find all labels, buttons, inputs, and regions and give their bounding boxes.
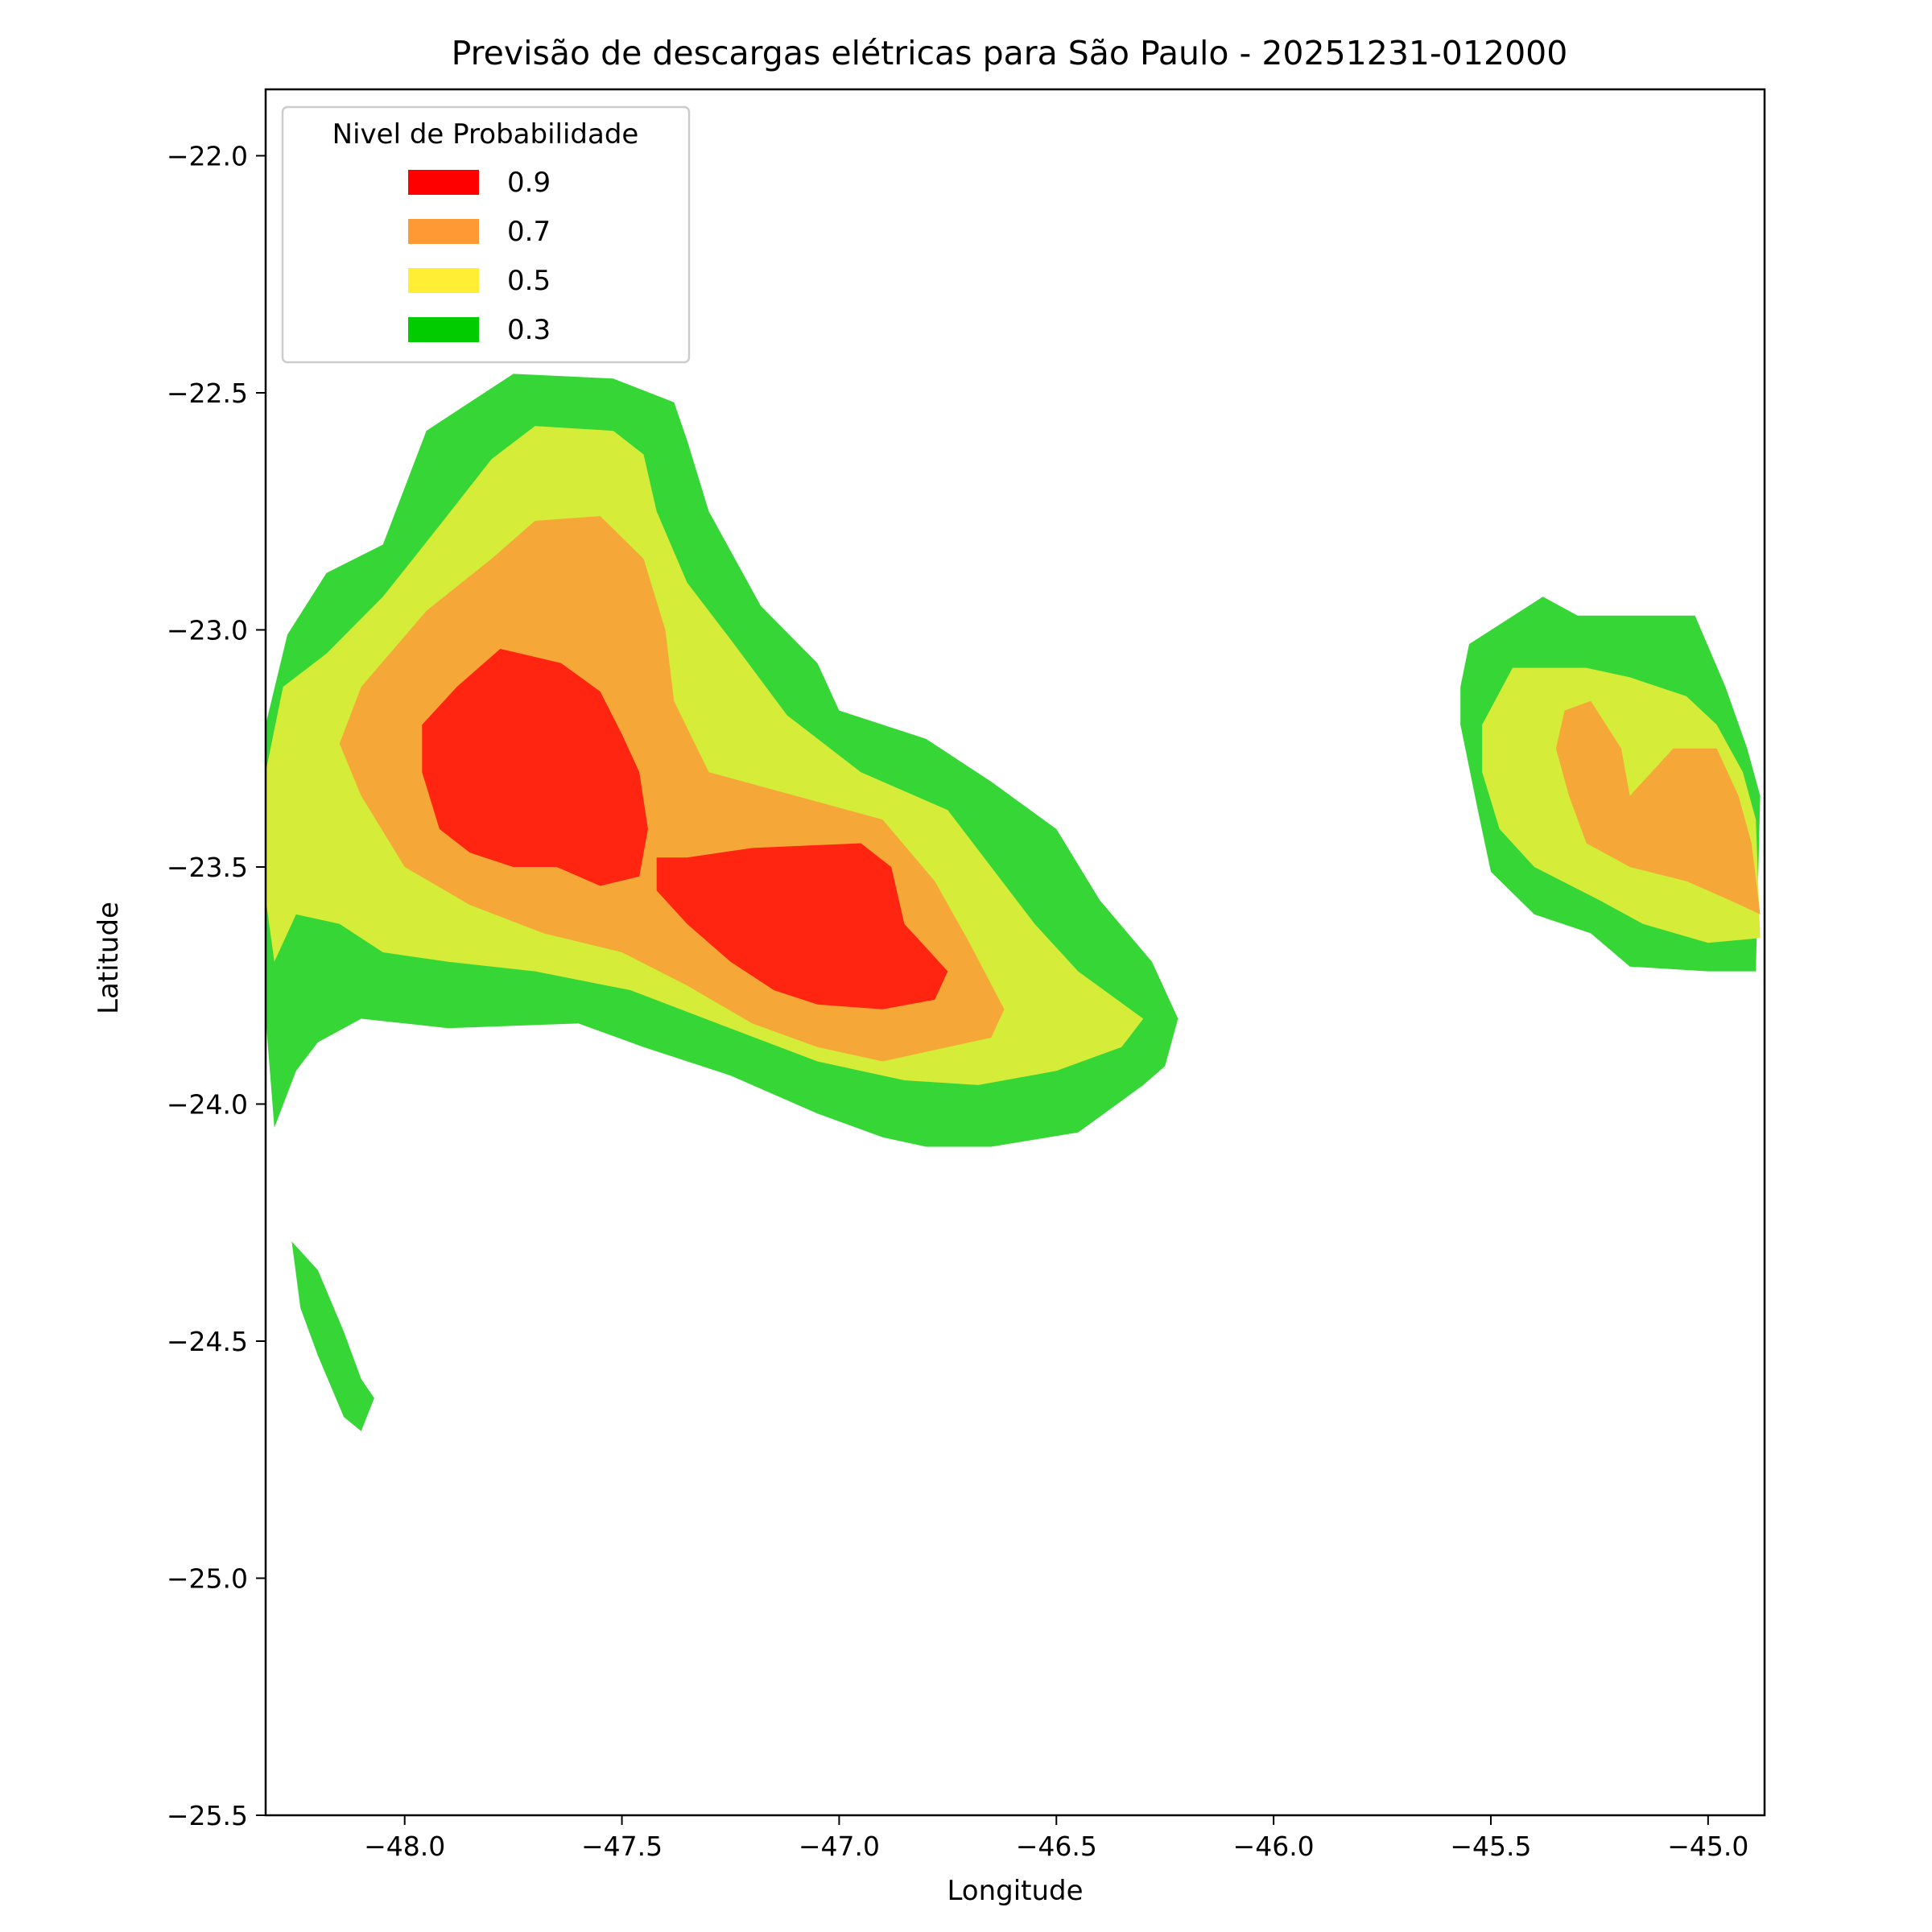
y-axis-label: Latitude — [93, 902, 125, 1014]
legend-swatch — [408, 268, 479, 293]
legend-box — [281, 105, 691, 364]
x-axis-label: Longitude — [947, 1875, 1083, 1907]
contour-regions — [266, 374, 1761, 1431]
y-axis-ticks: −22.0 −22.5 −23.0 −23.5 −24.0 −24.5 −25.0 −25.5 — [167, 140, 266, 1831]
x-tick-label: −47.0 — [799, 1831, 880, 1862]
contour-region-03-2 — [291, 1241, 374, 1431]
contour-region-09-7 — [422, 649, 648, 886]
x-tick-label: −45.0 — [1667, 1831, 1748, 1862]
x-tick-label: −48.0 — [364, 1831, 445, 1862]
y-tick-label: −25.0 — [167, 1563, 248, 1594]
y-tick-label: −23.0 — [167, 614, 248, 646]
legend-label: 0.7 — [507, 216, 551, 248]
y-tick-label: −22.0 — [167, 140, 248, 171]
x-tick-label: −46.5 — [1016, 1831, 1097, 1862]
chart-title: Previsão de descargas elétricas para São… — [452, 34, 1568, 72]
y-tick-label: −23.5 — [167, 852, 248, 883]
legend-label: 0.9 — [507, 167, 551, 199]
legend-label: 0.5 — [507, 265, 551, 297]
y-tick-label: −24.5 — [167, 1326, 248, 1357]
legend-swatch — [408, 170, 479, 195]
contour-region-07-6 — [1555, 700, 1761, 914]
legend-label: 0.3 — [507, 314, 551, 346]
y-tick-label: −24.0 — [167, 1088, 248, 1120]
legend-title: Nivel de Probabilidade — [332, 118, 639, 151]
x-tick-label: −47.5 — [581, 1831, 663, 1862]
legend-swatch — [408, 219, 479, 244]
x-tick-label: −46.0 — [1233, 1831, 1315, 1862]
legend: Nivel de Probabilidade 0.9 0.7 0.5 0.3 — [281, 105, 691, 364]
x-tick-label: −45.5 — [1450, 1831, 1531, 1862]
legend-swatch — [408, 317, 479, 342]
plot-frame — [264, 88, 1766, 1817]
contour-region-09-8 — [656, 843, 948, 1009]
x-axis-ticks: −48.0 −47.5 −47.0 −46.5 −46.0 −45.5 −45.0 — [364, 1815, 1748, 1862]
y-tick-label: −25.5 — [167, 1800, 248, 1831]
legend-items: 0.9 0.7 0.5 0.3 — [408, 167, 551, 346]
y-tick-label: −22.5 — [167, 378, 248, 409]
